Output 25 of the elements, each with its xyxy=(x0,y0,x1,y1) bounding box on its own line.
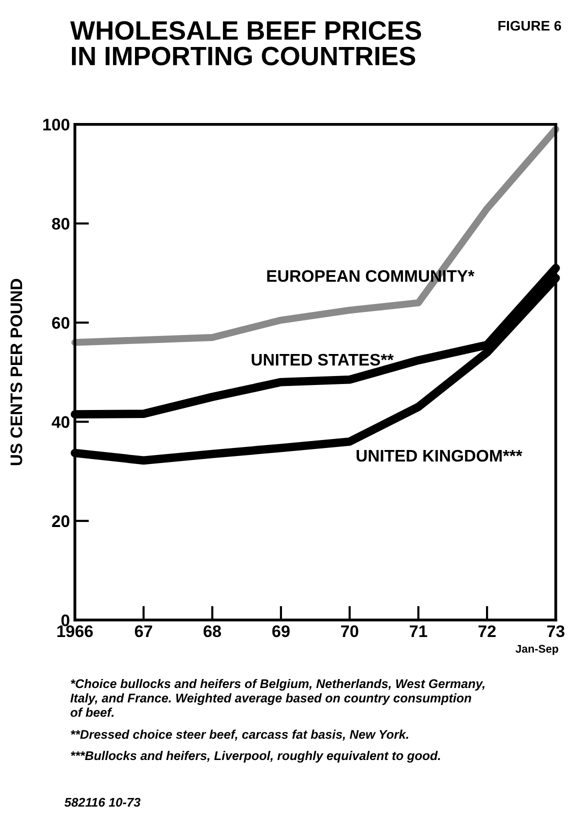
y-tick-label: 20 xyxy=(52,515,70,528)
text: **Dressed choice steer beef, carcass fat basis, New York. xyxy=(70,730,408,741)
x-tick-label: 71 xyxy=(410,626,428,637)
x-tick-label: 1966 xyxy=(57,625,93,638)
y-tick-label: 80 xyxy=(52,218,70,230)
y-tick-label: 100 xyxy=(43,118,70,131)
text: ***Bullocks and heifers, Liverpool, roughly equivalent to good. xyxy=(70,750,440,763)
text: *Choice bullocks and heifers of Belgium, Netherlands, West Germany, Italy, and France. Weighted average based on country consumption of beef. xyxy=(70,678,485,717)
x-tick-label: 72 xyxy=(478,625,496,637)
y-axis-title: US CENTS PER POUND xyxy=(10,278,22,466)
x-tick-label: 70 xyxy=(341,625,358,638)
text: Jan-Sep xyxy=(516,644,558,655)
chart-title: WHOLESALE BEEF PRICES IN IMPORTING COUNTRIES xyxy=(70,21,422,66)
series-label: UNITED KINGDOM*** xyxy=(356,450,522,462)
series-label: EUROPEAN COMMUNITY* xyxy=(267,270,474,282)
caption: FIGURE 6 xyxy=(498,20,562,31)
x-tick-label: 67 xyxy=(134,625,152,638)
text: 582116 10-73 xyxy=(64,798,140,807)
y-tick-label: 40 xyxy=(52,416,70,428)
y-tick-label: 60 xyxy=(52,317,70,329)
x-tick-label: 68 xyxy=(204,625,222,638)
x-tick-label: 73 xyxy=(547,625,564,638)
x-tick-label: 69 xyxy=(272,625,290,638)
series-label: UNITED STATES** xyxy=(252,354,394,366)
y-tick-label: 0 xyxy=(61,614,70,626)
